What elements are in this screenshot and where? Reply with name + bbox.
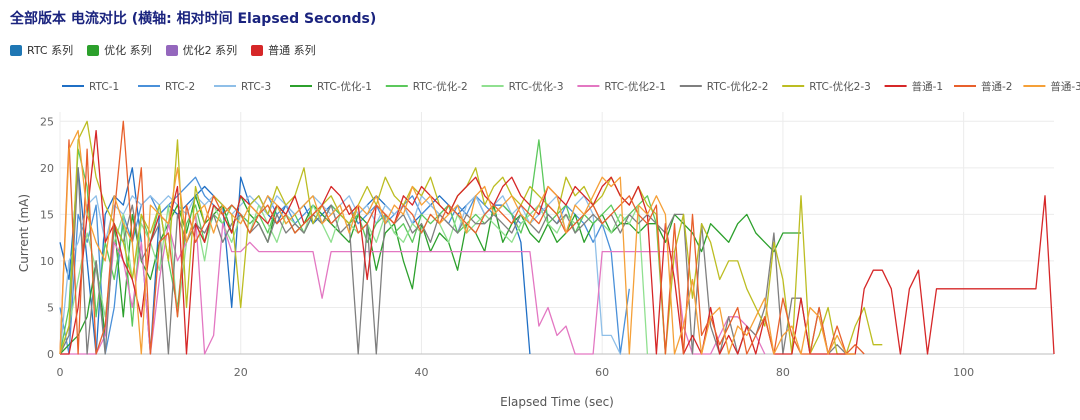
x-tick-label: 80 (776, 366, 790, 379)
x-tick-label: 20 (234, 366, 248, 379)
legend-label: RTC-1 (89, 81, 119, 93)
legend-item[interactable]: RTC-优化-1 (290, 80, 372, 93)
series-line[interactable] (60, 213, 766, 355)
y-tick-label: 25 (40, 115, 54, 128)
group-legend-item-opt[interactable]: 优化 系列 (87, 42, 152, 58)
group-swatch (165, 44, 178, 56)
x-tick-label: 40 (414, 366, 428, 379)
legend-item[interactable]: RTC-优化-2 (385, 80, 468, 93)
legend-label: RTC-优化-1 (317, 80, 372, 93)
legend-item[interactable]: RTC-优化2-2 (679, 80, 769, 93)
legend-label: RTC-优化2-2 (707, 80, 769, 93)
legend-item[interactable]: RTC-优化2-3 (782, 80, 871, 93)
y-axis-label: Current (mA) (17, 194, 31, 272)
current-line-chart: RTC-1 RTC-2 RTC-3 RTC-优化-1 RTC-优化-2 RTC-优化-3 R… (17, 80, 1080, 409)
legend-label: RTC-优化2-3 (809, 80, 871, 93)
y-tick-label: 20 (40, 162, 54, 175)
legend-label: RTC-2 (165, 81, 195, 93)
group-legend-item-opt2[interactable]: 优化2 系列 (165, 42, 238, 58)
legend-label: RTC-优化-2 (413, 80, 468, 93)
x-tick-label: 0 (57, 366, 64, 379)
legend-label: RTC-3 (241, 81, 271, 93)
legend-item[interactable]: RTC-3 (214, 81, 271, 93)
series-line[interactable] (59, 120, 883, 355)
series-line[interactable] (59, 129, 856, 355)
legend-item[interactable]: RTC-2 (138, 81, 195, 93)
group-legend-item-normal[interactable]: 普通 系列 (251, 42, 316, 58)
y-tick-label: 0 (47, 348, 54, 361)
series-group-legend: RTC 系列 优化 系列 优化2 系列 普通 系列 (10, 42, 316, 58)
legend-item[interactable]: RTC-优化2-1 (577, 80, 666, 93)
legend-label: 普通-1 (912, 80, 943, 93)
legend-label: RTC-优化2-1 (604, 80, 666, 93)
group-swatch (10, 44, 22, 56)
legend-item[interactable]: 普通-3 (1023, 80, 1080, 93)
legend-label: RTC-优化-3 (509, 80, 564, 93)
legend-label: 普通-3 (1050, 80, 1080, 93)
group-label: 普通 系列 (268, 44, 316, 57)
legend-item[interactable]: 普通-1 (884, 80, 943, 93)
x-tick-label: 60 (595, 366, 609, 379)
group-swatch (87, 44, 100, 56)
legend-item[interactable]: RTC-优化-3 (481, 80, 564, 93)
legend-item[interactable]: RTC-1 (62, 81, 119, 93)
group-label: 优化2 系列 (182, 44, 238, 57)
x-tick-label: 100 (953, 366, 974, 379)
y-tick-label: 5 (47, 301, 54, 314)
series-lines (59, 120, 1055, 355)
x-axis-label: Elapsed Time (sec) (500, 395, 614, 409)
group-label: 优化 系列 (104, 44, 152, 57)
group-legend-item-rtc[interactable]: RTC 系列 (10, 42, 73, 58)
y-tick-label: 15 (40, 208, 54, 221)
chart-title: 全部版本 电流对比 (横轴: 相对时间 Elapsed Seconds) (10, 11, 377, 27)
legend-label: 普通-2 (981, 80, 1012, 93)
group-swatch (251, 44, 264, 56)
y-tick-label: 10 (40, 255, 54, 268)
group-label: RTC 系列 (27, 44, 74, 57)
series-legend: RTC-1 RTC-2 RTC-3 RTC-优化-1 RTC-优化-2 RTC-优化-3 R… (62, 80, 1080, 93)
legend-item[interactable]: 普通-2 (954, 80, 1012, 93)
